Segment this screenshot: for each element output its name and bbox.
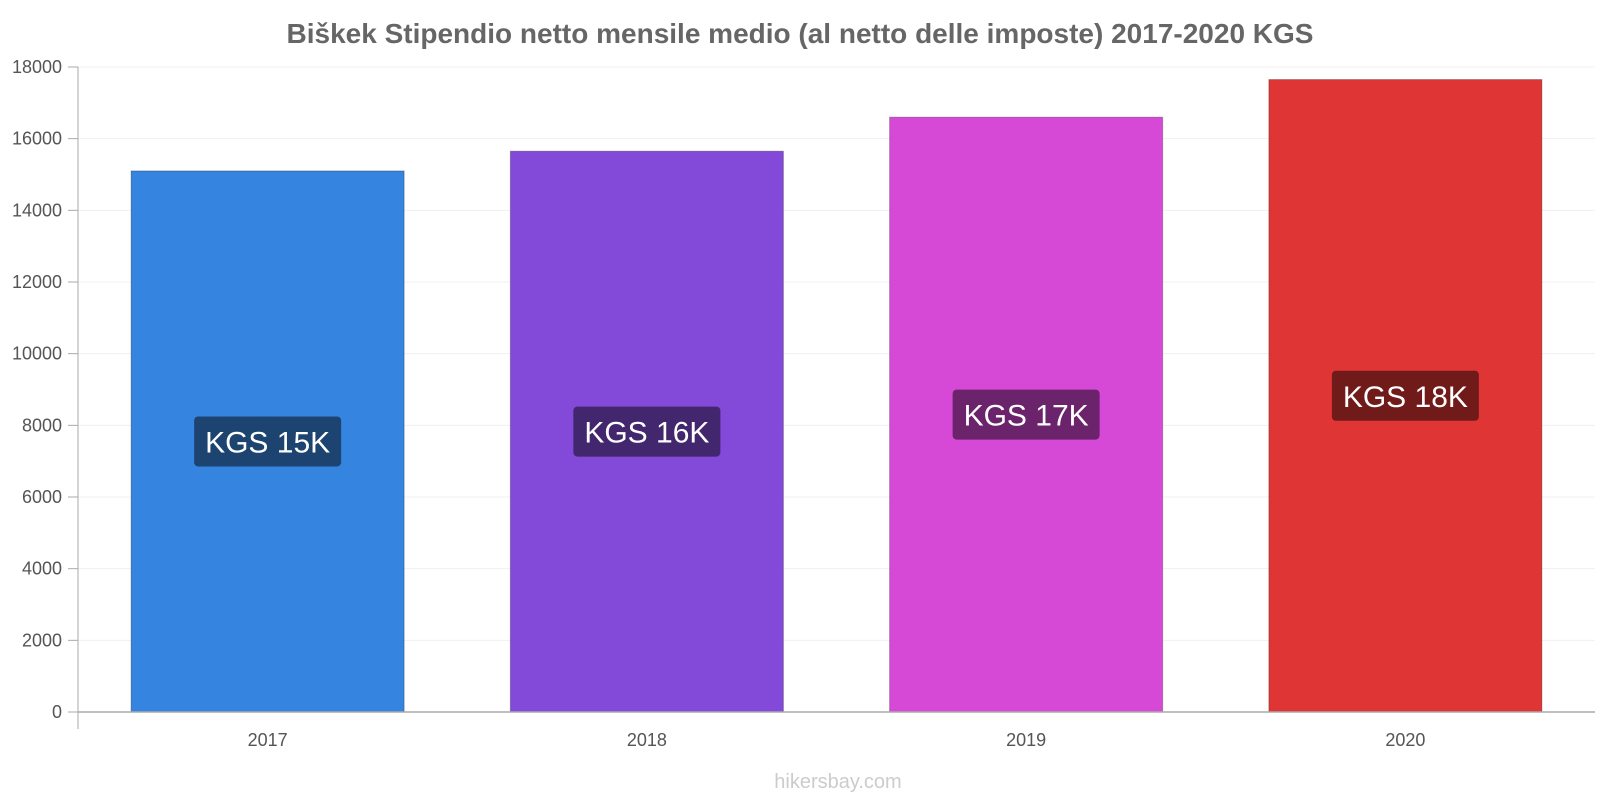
data-label: KGS 18K — [1343, 381, 1468, 414]
bars — [130, 79, 1543, 713]
y-tick-label: 4000 — [22, 559, 62, 579]
data-label-box — [1331, 370, 1479, 421]
y-tick-label: 0 — [52, 702, 62, 722]
chart-title: Biškek Stipendio netto mensile medio (al… — [287, 18, 1314, 49]
x-axis: 2017 2018 2019 2020 — [78, 711, 1595, 750]
data-label: KGS 16K — [584, 417, 709, 450]
y-tick-label: 14000 — [12, 200, 62, 220]
credit-text: hikersbay.com — [774, 771, 901, 793]
y-axis: 0 2000 4000 6000 8000 10000 12000 14000 16000 180… — [12, 57, 79, 729]
data-label-box — [194, 416, 342, 467]
data-label-box — [952, 389, 1100, 440]
y-tick-label: 16000 — [12, 129, 62, 149]
x-tick-label: 2017 — [248, 730, 288, 750]
data-label: KGS 17K — [964, 400, 1089, 433]
y-tick-label: 6000 — [22, 487, 62, 507]
data-labels: KGS 15K KGS 16K KGS 17K KGS 18K — [194, 370, 1479, 467]
x-tick-label: 2018 — [627, 730, 667, 750]
data-label-box — [573, 406, 721, 457]
x-tick-label: 2019 — [1006, 730, 1046, 750]
y-tick-label: 8000 — [22, 415, 62, 435]
y-tick-label: 12000 — [12, 272, 62, 292]
y-tick-label: 18000 — [12, 57, 62, 77]
x-tick-label: 2020 — [1385, 730, 1425, 750]
data-label: KGS 15K — [205, 426, 330, 459]
y-tick-label: 2000 — [22, 630, 62, 650]
y-tick-label: 10000 — [12, 344, 62, 364]
